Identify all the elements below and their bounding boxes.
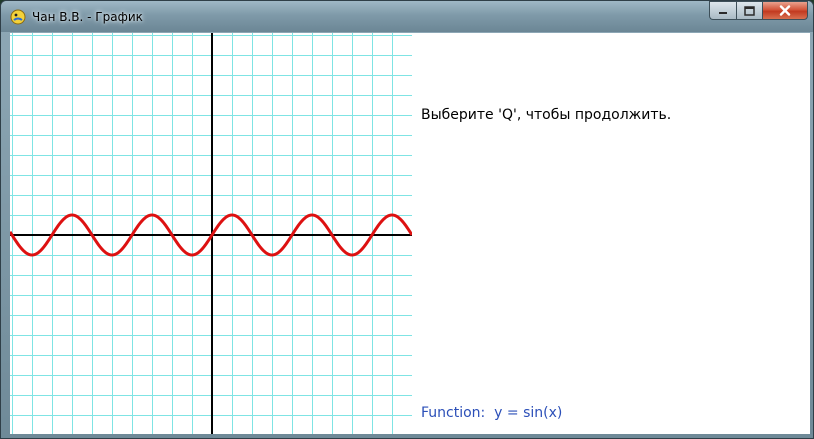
function-graph <box>10 33 412 434</box>
window-controls <box>709 1 808 21</box>
close-icon <box>779 5 791 16</box>
window-title: Чан В.В. - График <box>32 10 143 24</box>
maximize-icon <box>744 5 755 16</box>
sine-curve <box>10 213 412 257</box>
client-area: Выберите 'Q', чтобы продолжить. Function… <box>10 33 810 434</box>
pygame-snake-icon <box>10 9 26 25</box>
title-bar[interactable]: Чан В.В. - График <box>1 1 813 32</box>
minimize-button[interactable] <box>709 1 736 20</box>
continue-prompt: Выберите 'Q', чтобы продолжить. <box>421 107 672 123</box>
function-label: Function: y = sin(x) <box>421 405 563 421</box>
maximize-button[interactable] <box>736 1 762 20</box>
close-button[interactable] <box>762 1 808 20</box>
minimize-icon <box>719 11 727 14</box>
